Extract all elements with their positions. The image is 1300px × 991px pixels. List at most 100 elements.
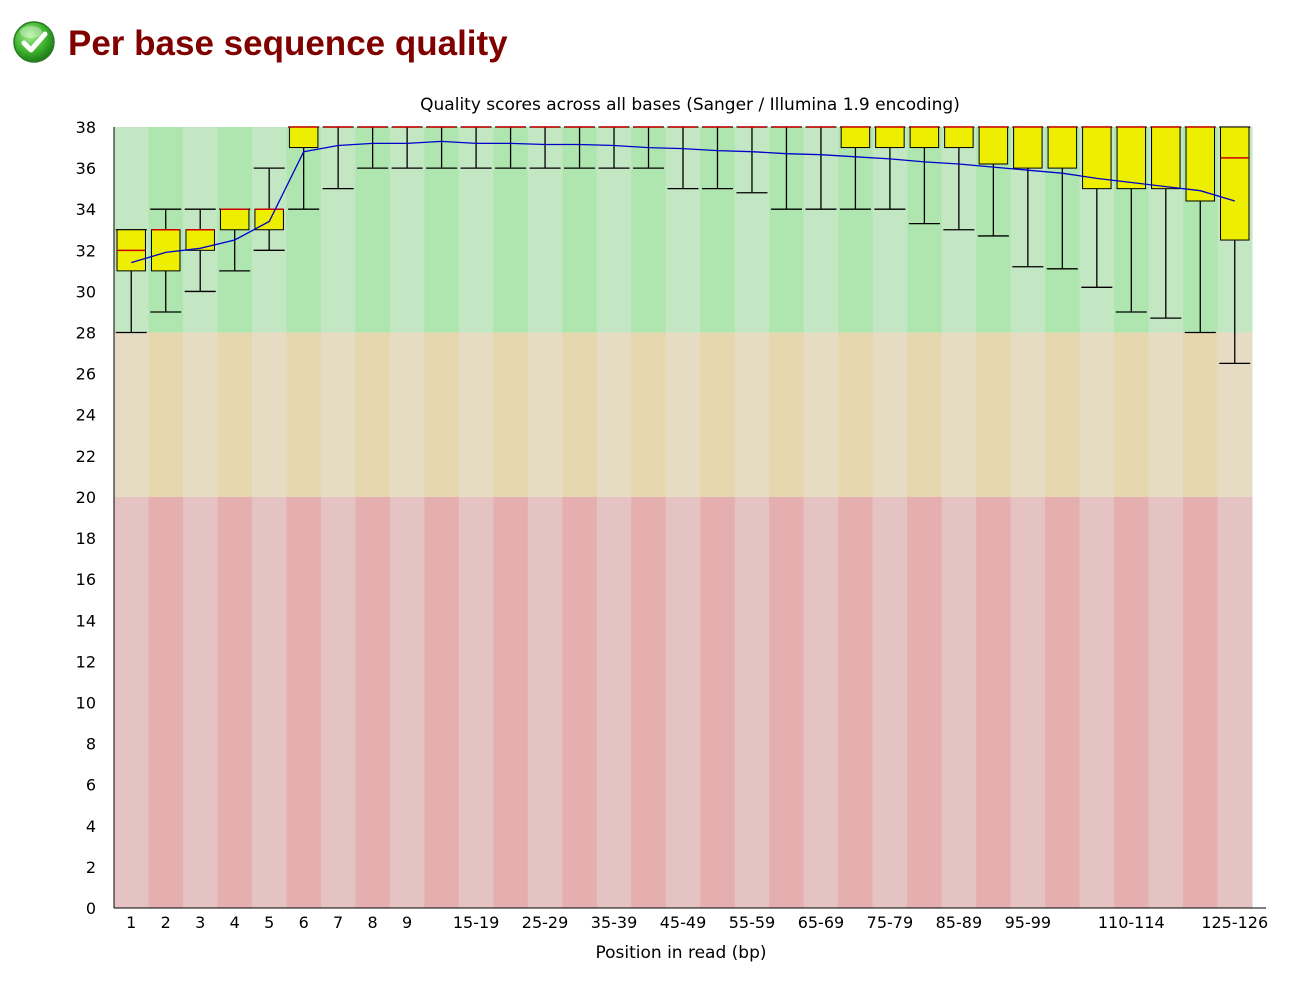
- zone-poor-stripe: [803, 496, 839, 908]
- zone-reasonable-stripe: [286, 332, 322, 497]
- zone-reasonable-stripe: [838, 332, 874, 497]
- x-axis-label: Position in read (bp): [595, 943, 766, 963]
- x-tick-label: 95-99: [1005, 913, 1052, 932]
- x-tick-label: 125-126: [1201, 913, 1268, 932]
- zone-poor-stripe: [251, 496, 287, 908]
- zone-reasonable-stripe: [1045, 332, 1081, 497]
- zone-reasonable-stripe: [872, 332, 908, 497]
- zone-reasonable-stripe: [631, 332, 667, 497]
- zone-poor-stripe: [1217, 496, 1253, 908]
- x-tick-label: 8: [368, 913, 378, 932]
- x-tick-label: 55-59: [729, 913, 776, 932]
- zone-reasonable-stripe: [1148, 332, 1184, 497]
- zone-poor-stripe: [527, 496, 563, 908]
- y-tick-label: 36: [76, 159, 96, 178]
- zone-poor-stripe: [838, 496, 874, 908]
- zone-reasonable-stripe: [148, 332, 184, 497]
- zone-reasonable-stripe: [1183, 332, 1219, 497]
- box-iqr: [1185, 126, 1216, 202]
- y-tick-label: 30: [76, 282, 96, 301]
- zone-reasonable-stripe: [907, 332, 943, 497]
- box-iqr: [288, 126, 319, 149]
- zone-poor-stripe: [872, 496, 908, 908]
- zone-reasonable-stripe: [251, 332, 287, 497]
- zone-poor-stripe: [734, 496, 770, 908]
- zone-reasonable-stripe: [941, 332, 977, 497]
- zone-reasonable-stripe: [769, 332, 805, 497]
- zone-reasonable-stripe: [355, 332, 391, 497]
- y-tick-label: 24: [76, 406, 96, 425]
- y-tick-label: 10: [76, 693, 96, 712]
- zone-poor-stripe: [217, 496, 253, 908]
- zone-reasonable-stripe: [527, 332, 563, 497]
- zone-reasonable-stripe: [1010, 332, 1046, 497]
- y-tick-label: 28: [76, 324, 96, 343]
- y-tick-label: 2: [86, 858, 96, 877]
- quality-zones: [114, 127, 1253, 908]
- zone-reasonable-stripe: [562, 332, 598, 497]
- y-tick-label: 14: [76, 611, 96, 630]
- zone-reasonable-stripe: [182, 332, 218, 497]
- zone-poor-stripe: [941, 496, 977, 908]
- zone-poor-stripe: [182, 496, 218, 908]
- zone-poor-stripe: [1114, 496, 1150, 908]
- x-tick-label: 15-19: [453, 913, 500, 932]
- x-tick-label: 65-69: [798, 913, 845, 932]
- zone-reasonable-stripe: [217, 332, 253, 497]
- x-tick-label: 2: [161, 913, 171, 932]
- box-iqr: [1013, 126, 1043, 169]
- zone-poor-stripe: [389, 496, 425, 908]
- zone-reasonable-stripe: [596, 332, 632, 497]
- box-iqr: [978, 126, 1009, 165]
- zone-poor-stripe: [1045, 496, 1081, 908]
- x-tick-label: 85-89: [936, 913, 983, 932]
- x-tick-label: 6: [299, 913, 309, 932]
- zone-poor-stripe: [976, 496, 1012, 908]
- page-title: Per base sequence quality: [68, 24, 508, 63]
- box-iqr: [1151, 126, 1181, 190]
- zone-poor-stripe: [1148, 496, 1184, 908]
- zone-reasonable-stripe: [665, 332, 701, 497]
- zone-poor-stripe: [596, 496, 632, 908]
- x-tick-label: 45-49: [660, 913, 707, 932]
- zone-poor-stripe: [1079, 496, 1115, 908]
- y-tick-label: 12: [76, 652, 96, 671]
- y-tick-label: 16: [76, 570, 96, 589]
- y-tick-label: 20: [76, 488, 96, 507]
- zone-poor-stripe: [1183, 496, 1219, 908]
- box-iqr: [1047, 126, 1078, 169]
- x-tick-label: 75-79: [867, 913, 914, 932]
- mean-line: [131, 140, 1235, 264]
- zone-reasonable-stripe: [1114, 332, 1150, 497]
- y-tick-label: 0: [86, 899, 96, 918]
- header: Per base sequence quality: [12, 12, 508, 72]
- zone-reasonable-stripe: [320, 332, 356, 497]
- box-iqr: [185, 229, 215, 251]
- zone-poor-stripe: [769, 496, 805, 908]
- zone-poor-stripe: [665, 496, 701, 908]
- zone-poor-stripe: [114, 496, 149, 908]
- x-tick-label: 5: [264, 913, 274, 932]
- x-tick-label: 9: [402, 913, 412, 932]
- zone-poor-stripe: [458, 496, 494, 908]
- chart-title: Quality scores across all bases (Sanger …: [420, 95, 960, 115]
- zone-poor-stripe: [286, 496, 322, 908]
- box-iqr: [909, 126, 940, 149]
- y-tick-label: 38: [76, 118, 96, 137]
- zone-poor-stripe: [148, 496, 184, 908]
- x-tick-label: 110-114: [1098, 913, 1165, 932]
- y-tick-label: 4: [86, 817, 96, 836]
- y-tick-label: 34: [76, 200, 96, 219]
- box-iqr: [840, 126, 871, 149]
- zone-reasonable-stripe: [424, 332, 460, 497]
- box-iqr: [1220, 126, 1250, 241]
- zone-poor-stripe: [907, 496, 943, 908]
- box-iqr: [944, 126, 974, 149]
- box-iqr: [1116, 126, 1147, 190]
- zone-poor-stripe: [700, 496, 736, 908]
- y-tick-label: 22: [76, 447, 96, 466]
- y-tick-label: 8: [86, 735, 96, 754]
- x-tick-label: 7: [333, 913, 343, 932]
- box-iqr: [150, 229, 181, 272]
